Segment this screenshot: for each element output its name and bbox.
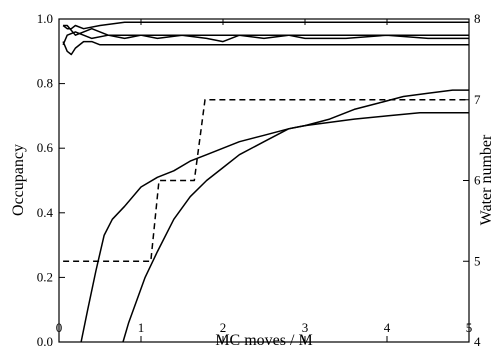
y2-tick-label: 4 xyxy=(474,334,481,348)
water-number-line xyxy=(63,99,469,263)
x-tick-label: 2 xyxy=(220,320,227,335)
y-axis-title: Occupancy xyxy=(10,144,27,216)
x-tick-label: 4 xyxy=(384,320,391,335)
series-layer xyxy=(62,21,469,343)
occupancy-line-4 xyxy=(62,40,469,56)
x-tick-label: 3 xyxy=(302,320,309,335)
x-axis-title: MC moves / M xyxy=(215,332,312,348)
y-tick-label: 0.0 xyxy=(37,334,53,348)
occupancy-line-2 xyxy=(63,24,469,36)
y-tick-label: 0.4 xyxy=(37,205,54,220)
occupancy-line-1 xyxy=(62,21,469,30)
y-tick-label: 1.0 xyxy=(37,11,53,26)
plot-frame xyxy=(58,18,470,343)
y2-tick-label: 6 xyxy=(474,173,481,188)
y2-axis-title: Water number xyxy=(478,134,495,225)
y2-tick-label: 8 xyxy=(474,11,481,26)
x-tick-label: 5 xyxy=(466,320,473,335)
y-tick-label: 0.2 xyxy=(37,269,53,284)
y-tick-label: 0.8 xyxy=(37,76,53,91)
y2-tick-label: 7 xyxy=(474,92,481,107)
x-tick-label: 0 xyxy=(56,320,63,335)
occupancy-line-5 xyxy=(80,89,469,343)
x-tick-label: 1 xyxy=(138,320,145,335)
y-tick-label: 0.6 xyxy=(37,140,54,155)
occupancy-line-6 xyxy=(122,111,469,343)
occupancy-line-3 xyxy=(62,31,469,46)
y2-tick-label: 5 xyxy=(474,253,481,268)
